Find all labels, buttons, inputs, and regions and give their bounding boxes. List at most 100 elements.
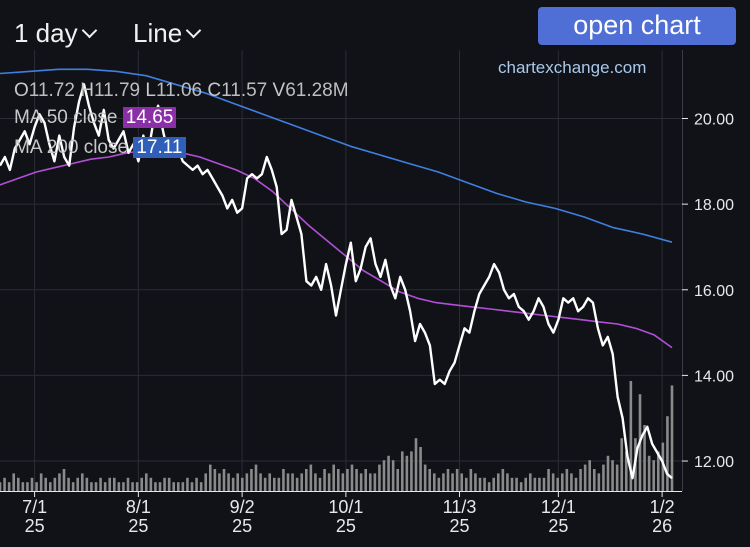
- volume-bar: [469, 469, 473, 491]
- chart-style-dropdown[interactable]: Line: [133, 18, 202, 49]
- y-tick-label: 20.00: [694, 112, 734, 129]
- volume-bar: [332, 464, 336, 491]
- volume-bar: [519, 482, 523, 491]
- volume-bar: [149, 477, 153, 491]
- volume-bar: [204, 473, 208, 491]
- x-tick-year: 26: [652, 516, 672, 536]
- volume-bar: [259, 473, 262, 491]
- volume-bar: [428, 469, 432, 491]
- volume-bar: [574, 477, 578, 491]
- volume-bar: [250, 469, 253, 491]
- volume-bar: [378, 464, 381, 491]
- volume-bar: [90, 482, 93, 491]
- x-tick-label: 9/2: [230, 497, 255, 517]
- volume-bar: [158, 482, 162, 491]
- volume-bar: [94, 482, 98, 491]
- volume-bar: [583, 464, 587, 491]
- volume-bar: [460, 473, 464, 491]
- volume-bar: [103, 482, 107, 491]
- ma200-value: 17.11: [133, 137, 186, 158]
- volume-bar: [181, 482, 185, 491]
- volume-bar: [286, 473, 290, 491]
- volume-bar: [12, 473, 16, 491]
- x-tick-year: 25: [548, 516, 568, 536]
- volume-bar: [323, 469, 326, 491]
- volume-bar: [67, 477, 70, 491]
- volume-bar: [167, 477, 171, 491]
- volume-bar: [455, 469, 459, 491]
- volume-bar: [190, 482, 194, 491]
- volume-bar: [560, 473, 564, 491]
- ma200-line: [0, 68, 673, 243]
- volume-bar: [80, 473, 84, 491]
- volume-bar: [309, 464, 313, 491]
- y-axis: 20.00 18.00 16.00 14.00 12.00: [682, 112, 734, 471]
- toolbar: 1 day Line open chart: [0, 0, 750, 50]
- volume-bar: [254, 464, 258, 491]
- volume-bar: [666, 416, 669, 491]
- x-tick-label: 8/1: [126, 497, 151, 517]
- ma200-label: MA 200 close: [14, 137, 129, 158]
- volume-bar: [7, 482, 11, 491]
- volume-bar: [373, 473, 377, 491]
- volume-bar: [451, 473, 454, 491]
- volume-bar: [85, 477, 89, 491]
- volume-bar: [3, 477, 6, 491]
- volume-bar: [487, 482, 491, 491]
- volume-bar: [277, 477, 281, 491]
- volume-bar: [496, 473, 500, 491]
- volume-bar: [492, 477, 496, 491]
- low-label: L: [145, 80, 156, 101]
- volume-bar: [314, 473, 317, 491]
- ma50-line: [0, 149, 673, 349]
- volume-bar: [112, 477, 116, 491]
- volume-bar: [268, 473, 272, 491]
- volume-bar: [597, 473, 601, 491]
- x-tick-year: 25: [128, 516, 148, 536]
- volume-bar: [611, 460, 614, 491]
- volume-bar: [382, 460, 386, 491]
- volume-label: V: [272, 80, 286, 101]
- volume-bar: [629, 381, 633, 491]
- y-tick-label: 14.00: [694, 368, 734, 385]
- volume-bar: [478, 477, 482, 491]
- volume-bar: [176, 482, 180, 491]
- y-tick-label: 18.00: [694, 197, 734, 214]
- volume-bar: [76, 477, 80, 491]
- open-chart-button[interactable]: open chart: [538, 7, 736, 45]
- volume-bar: [154, 482, 157, 491]
- volume-bar: [213, 469, 217, 491]
- volume-bar: [53, 477, 57, 491]
- volume-bar: [624, 451, 628, 491]
- volume-bar: [400, 451, 404, 491]
- volume-bar: [0, 482, 2, 491]
- x-tick-label: 7/1: [22, 497, 47, 517]
- volume-bar: [355, 469, 358, 491]
- volume-bar: [592, 469, 596, 491]
- volume-bar: [661, 442, 665, 491]
- volume-bar: [140, 477, 144, 491]
- volume-bar: [126, 477, 130, 491]
- volume-bar: [542, 477, 546, 491]
- x-tick-label: 12/1: [541, 497, 576, 517]
- volume-bar: [122, 482, 125, 491]
- series-lines: [0, 68, 673, 480]
- interval-label: 1 day: [14, 18, 78, 48]
- volume-bar: [144, 473, 148, 491]
- volume-bar: [341, 473, 345, 491]
- volume-bar: [318, 477, 322, 491]
- x-tick-year: 25: [336, 516, 356, 536]
- volume-bar: [186, 477, 189, 491]
- volume-bar: [419, 447, 422, 491]
- volume-bar: [474, 473, 477, 491]
- volume-bar: [35, 482, 38, 491]
- volume-bar: [652, 460, 656, 491]
- interval-dropdown[interactable]: 1 day: [14, 18, 97, 49]
- volume-bar: [346, 469, 349, 491]
- volume-bar: [21, 482, 25, 491]
- volume-bar: [483, 477, 486, 491]
- volume-bar: [291, 473, 294, 491]
- volume-bar: [368, 473, 372, 491]
- volume-bar: [464, 477, 468, 491]
